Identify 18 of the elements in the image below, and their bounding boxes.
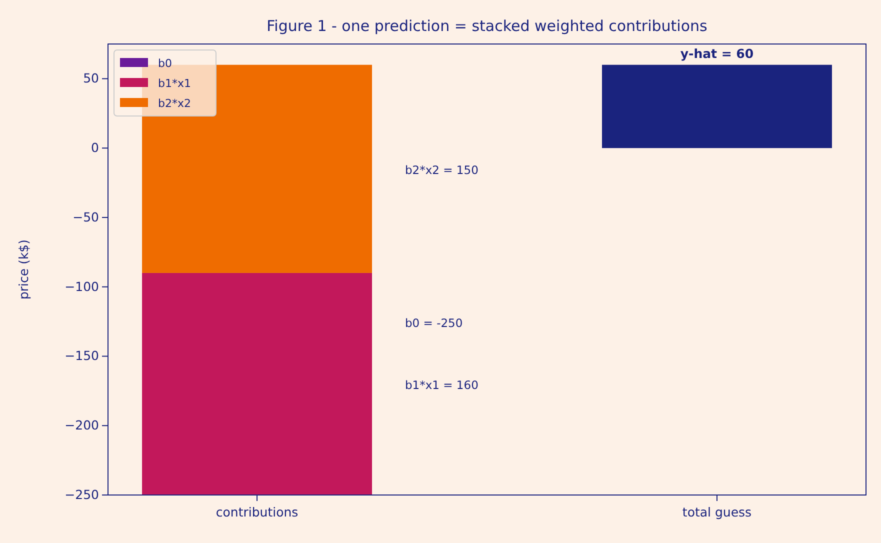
- x-tick-label: contributions: [216, 504, 298, 520]
- y-tick-label: −50: [72, 209, 100, 224]
- x-tick-label: total guess: [682, 504, 752, 520]
- y-tick-label: 0: [91, 140, 100, 156]
- annotation: b0 = -250: [405, 316, 463, 330]
- annotation: b2*x2 = 150: [405, 163, 478, 177]
- y-tick-label: −100: [64, 278, 100, 294]
- chart-title: Figure 1 - one prediction = stacked weighted contributions: [266, 17, 708, 35]
- y-axis-title: price (k$): [16, 239, 31, 300]
- y-tick-label: −200: [64, 418, 100, 433]
- legend-label: b0: [158, 57, 172, 70]
- y-tick-label: −250: [64, 487, 100, 502]
- annotation: y-hat = 60: [680, 46, 754, 61]
- legend-label: b1*x1: [158, 77, 191, 90]
- y-tick-label: 50: [83, 70, 100, 86]
- y-tick-label: −150: [64, 348, 100, 364]
- legend-label: b2*x2: [158, 97, 191, 110]
- annotation: b1*x1 = 160: [405, 378, 478, 392]
